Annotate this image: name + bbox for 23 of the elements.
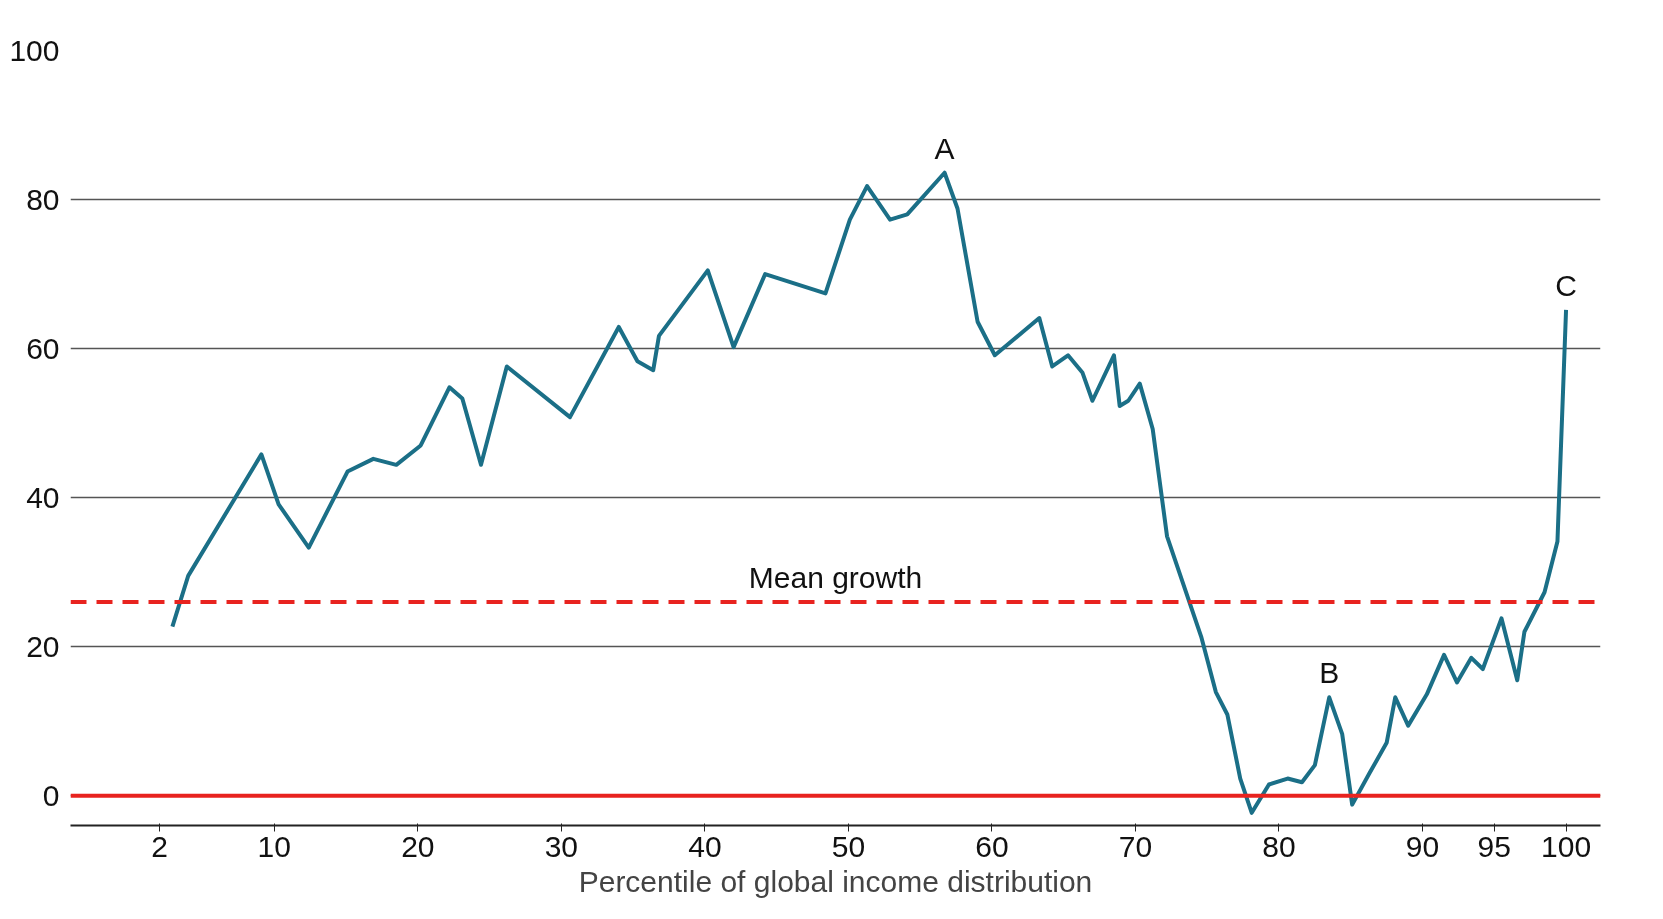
y-tick-label: 80 bbox=[26, 182, 60, 216]
y-tick-label: 60 bbox=[26, 331, 60, 365]
x-tick-label: 20 bbox=[401, 829, 435, 863]
annotation: A bbox=[934, 131, 955, 165]
x-tick-label: 90 bbox=[1405, 829, 1440, 863]
annotation: C bbox=[1555, 268, 1577, 302]
ref-line-label: Mean growth bbox=[748, 560, 923, 594]
y-tick-label: 20 bbox=[26, 629, 60, 663]
y-tick-label: 100 bbox=[9, 33, 60, 67]
x-tick-label: 40 bbox=[688, 829, 722, 863]
x-tick-label: 70 bbox=[1118, 829, 1153, 863]
x-tick-label: 100 bbox=[1541, 829, 1592, 863]
x-tick-label: 80 bbox=[1262, 829, 1296, 863]
x-tick-label: 50 bbox=[831, 829, 866, 863]
x-tick-label: 10 bbox=[257, 829, 291, 863]
y-tick-label: 0 bbox=[42, 778, 60, 812]
x-tick-label: 30 bbox=[544, 829, 579, 863]
x-tick-label: 60 bbox=[975, 829, 1009, 863]
x-tick-label: 2 bbox=[151, 829, 168, 863]
annotation: B bbox=[1319, 656, 1340, 690]
y-tick-label: 40 bbox=[26, 480, 60, 514]
x-axis-title: Percentile of global income distribution bbox=[578, 864, 1093, 898]
x-tick-label: 95 bbox=[1477, 829, 1511, 863]
